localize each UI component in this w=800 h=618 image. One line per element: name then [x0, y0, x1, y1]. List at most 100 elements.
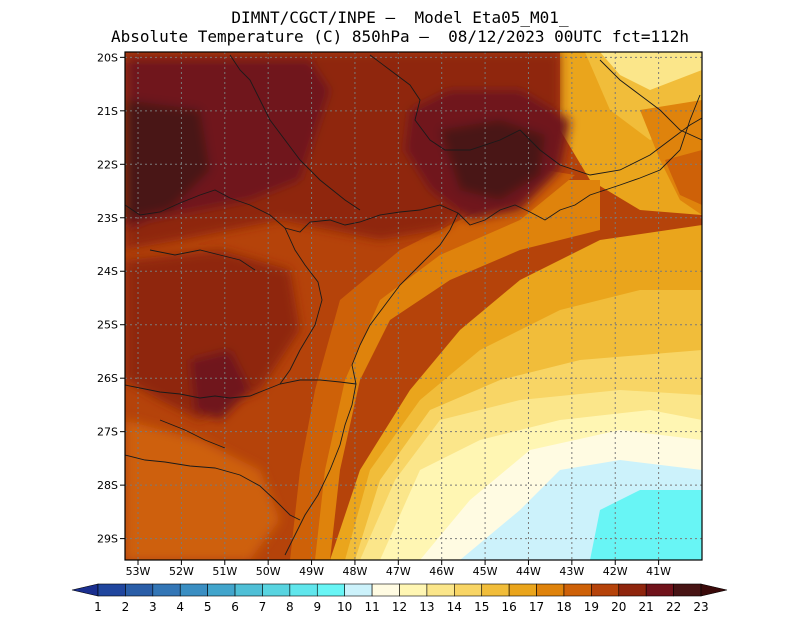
lat-tick-label: 25S — [97, 319, 118, 332]
colorbar-label: 16 — [501, 600, 516, 614]
title-line-2: Absolute Temperature (C) 850hPa – 08/12/… — [111, 27, 689, 46]
colorbar-swatch — [591, 583, 620, 597]
state-border-mg-rj — [519, 117, 702, 176]
colorbar-swatch — [316, 583, 345, 597]
colorbar-swatch — [618, 583, 647, 597]
colorbar-label: 9 — [313, 600, 321, 614]
title-line-1: DIMNT/CGCT/INPE – Model Eta05_M01_ — [231, 8, 569, 27]
colorbar: 1 2 3 4 5 6 7 8 9 10 11 12 13 14 15 16 17 18 19 20 21 22 23 — [71, 583, 728, 614]
band-10 — [590, 490, 702, 560]
band-19-coast — [290, 170, 575, 560]
colorbar-swatch — [371, 583, 400, 597]
colorbar-swatch — [454, 583, 483, 597]
colorbar-swatch — [508, 583, 537, 597]
lat-tick-label: 20S — [97, 51, 118, 64]
lat-tick-label: 22S — [97, 158, 118, 171]
state-border-ms-sp — [229, 54, 361, 211]
colorbar-swatch — [125, 583, 154, 597]
colorbar-swatch — [563, 583, 592, 597]
state-border-mg-es — [599, 59, 702, 141]
band-23-west — [125, 100, 210, 220]
colorbar-swatch — [152, 583, 181, 597]
colorbar-swatch — [426, 583, 455, 597]
political-boundaries — [125, 54, 702, 556]
colorbar-label: 18 — [556, 600, 571, 614]
colorbar-label: 14 — [447, 600, 462, 614]
colorbar-swatch — [262, 583, 291, 597]
colorbar-label: 11 — [364, 600, 379, 614]
colorbar-label: 1 — [94, 600, 102, 614]
lat-tick-label: 23S — [97, 212, 118, 225]
colorbar-label: 4 — [176, 600, 184, 614]
colorbar-label: 7 — [259, 600, 267, 614]
lon-tick-label: 52W — [169, 565, 194, 578]
river-border-1 — [149, 249, 256, 271]
lat-tick-label: 28S — [97, 479, 118, 492]
state-border-pr-sc — [125, 379, 357, 399]
band-19-northeast — [665, 150, 702, 205]
colorbar-swatch — [673, 583, 702, 597]
colorbar-label: 23 — [693, 600, 708, 614]
lon-tick-label: 41W — [646, 565, 671, 578]
lat-tick-label: 21S — [97, 105, 118, 118]
lon-tick-label: 46W — [429, 565, 454, 578]
longitude-axis: 53W 52W 51W 50W 49W 48W 47W 46W 45W 44W 43W 42W 41W — [126, 560, 671, 578]
colorbar-label: 8 — [286, 600, 294, 614]
lon-tick-label: 45W — [473, 565, 498, 578]
lon-tick-label: 48W — [342, 565, 367, 578]
colorbar-swatch — [207, 583, 236, 597]
colorbar-label: 10 — [337, 600, 352, 614]
colorbar-label: 20 — [611, 600, 626, 614]
colorbar-label: 6 — [231, 600, 239, 614]
colorbar-high-triangle — [700, 583, 728, 597]
state-border-mg-sp — [369, 54, 521, 151]
lat-tick-label: 27S — [97, 426, 118, 439]
lon-tick-label: 53W — [126, 565, 151, 578]
colorbar-label: 19 — [584, 600, 599, 614]
colorbar-swatch — [289, 583, 318, 597]
colorbar-swatch — [536, 583, 565, 597]
state-border-sc-rs — [125, 454, 301, 521]
band-23-east — [440, 120, 545, 200]
band-14-north — [600, 52, 702, 90]
colorbar-swatch — [97, 583, 126, 597]
lon-tick-label: 43W — [559, 565, 584, 578]
colorbar-swatch — [481, 583, 510, 597]
coastline-sp-rj — [457, 94, 701, 226]
lon-tick-label: 42W — [603, 565, 628, 578]
band-21-southwest — [125, 250, 300, 420]
colorbar-label: 13 — [419, 600, 434, 614]
colorbar-label: 17 — [529, 600, 544, 614]
lat-tick-label: 26S — [97, 372, 118, 385]
lon-tick-label: 47W — [386, 565, 411, 578]
lat-tick-label: 24S — [97, 265, 118, 278]
colorbar-label: 21 — [639, 600, 654, 614]
river-border-2 — [159, 419, 226, 449]
colorbar-label: 15 — [474, 600, 489, 614]
colorbar-label: 3 — [149, 600, 157, 614]
colorbar-low-triangle — [71, 583, 99, 597]
colorbar-swatch — [179, 583, 208, 597]
lon-tick-label: 49W — [299, 565, 324, 578]
latitude-axis: 20S 21S 22S 23S 24S 25S 26S 27S 28S 29S — [97, 51, 125, 546]
colorbar-swatch — [234, 583, 263, 597]
lon-tick-label: 44W — [516, 565, 541, 578]
colorbar-swatch — [645, 583, 674, 597]
band-19-south — [125, 420, 280, 560]
temperature-field — [125, 52, 702, 560]
border-west-pr — [279, 227, 323, 385]
lon-tick-label: 51W — [212, 565, 237, 578]
colorbar-label: 5 — [204, 600, 212, 614]
colorbar-label: 12 — [392, 600, 407, 614]
lon-tick-label: 50W — [256, 565, 281, 578]
lat-tick-label: 29S — [97, 533, 118, 546]
band-22-southwest — [190, 350, 250, 420]
graticule — [125, 52, 702, 560]
state-border-sp-pr — [125, 189, 459, 233]
colorbar-label: 22 — [666, 600, 681, 614]
coastline-south — [284, 212, 459, 556]
colorbar-swatch — [399, 583, 428, 597]
colorbar-label: 2 — [122, 600, 130, 614]
plot-frame — [124, 51, 703, 561]
